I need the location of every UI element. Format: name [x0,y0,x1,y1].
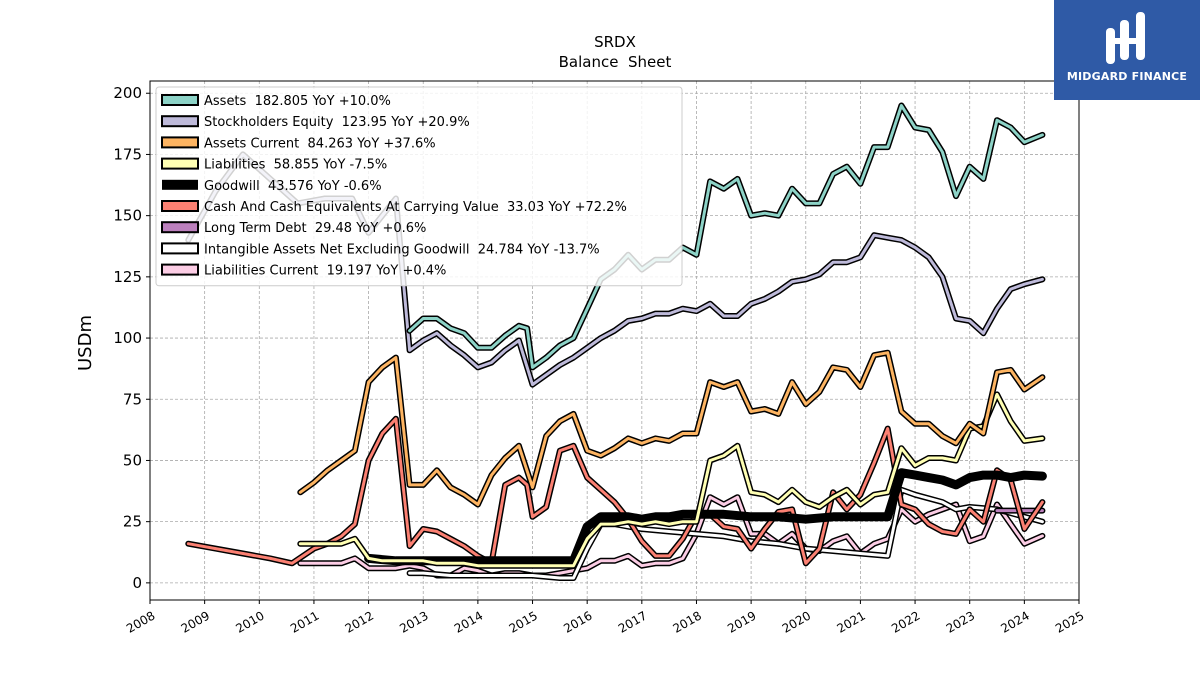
legend-item-7: Intangible Assets Net Excluding Goodwill… [161,242,600,257]
legend-item-3: Liabilities 58.855 YoY -7.5% [161,157,387,173]
series-layer [185,102,1047,581]
series-3 [297,391,1046,569]
series-line-2 [298,351,1044,506]
legend-swatch-0 [161,94,199,106]
legend-label-8: Liabilities Current 19.197 YoY +0.4% [204,264,446,279]
legend-label-6: Long Term Debt 29.48 YoY +0.6% [204,221,426,236]
chart-subtitle: Balance Sheet [559,53,672,71]
legend-label-4: Goodwill 43.576 YoY -0.6% [204,179,382,194]
series-line-4 [365,469,1046,564]
series-line-7 [408,488,1044,580]
y-tick-label-1: 25 [123,513,142,531]
x-tick-label-3: 2011 [288,608,321,635]
midgard-finance-logo: MIDGARD FINANCE [1054,0,1200,100]
plot-frame [149,80,1080,601]
legend-item-4: Goodwill 43.576 YoY -0.6% [162,179,382,194]
legend-swatch-6 [161,221,199,234]
legend: Assets 182.805 YoY +10.0% Stockholders Eq… [155,86,683,287]
legend-swatch-8 [161,263,199,276]
x-tick-label-2: 2010 [233,608,266,635]
x-tick-label-1: 2009 [179,608,212,635]
x-tick-label-11: 2019 [725,608,758,635]
legend-item-8: Liabilities Current 19.197 YoY +0.4% [161,263,446,279]
legend-swatch-1 [161,115,199,128]
x-tick-label-10: 2018 [671,608,704,635]
legend-item-2: Assets Current 84.263 YoY +37.6% [161,136,436,151]
logo-mark-icon [1106,12,1145,64]
x-axis-ticks: 2008 2009 2010 2011 2012 2013 2014 2015 2016 2017… [124,600,1087,636]
y-tick-label-0: 0 [132,574,142,592]
series-7 [406,486,1046,581]
y-tick-label-4: 100 [113,329,142,347]
x-tick-label-9: 2017 [616,608,649,635]
series-line-0 [408,104,1044,369]
x-tick-label-12: 2020 [780,608,813,635]
legend-swatch-4 [162,179,198,190]
legend-swatch-7 [161,242,199,255]
series-4 [364,468,1047,566]
x-tick-label-0: 2008 [124,608,157,635]
x-tick-label-4: 2012 [343,608,376,635]
legend-label-2: Assets Current 84.263 YoY +37.6% [204,136,436,151]
x-tick-label-17: 2025 [1053,608,1086,635]
legend-label-0: Assets 182.805 YoY +10.0% [204,94,391,109]
legend-label-1: Stockholders Equity 123.95 YoY +20.9% [204,115,470,130]
legend-item-0: Assets 182.805 YoY +10.0% [161,94,391,109]
y-tick-label-8: 200 [113,84,142,102]
legend-label-5: Cash And Cash Equivalents At Carrying Va… [204,200,627,215]
x-tick-label-16: 2024 [998,608,1031,635]
legend-box [155,86,683,287]
logo-text: MIDGARD FINANCE [1066,70,1188,83]
legend-label-3: Liabilities 58.855 YoY -7.5% [204,158,387,173]
series-line-5 [186,417,1044,565]
x-tick-label-15: 2023 [944,608,977,635]
series-line-1 [186,152,1044,387]
series-line-8 [298,495,1044,577]
x-tick-label-6: 2014 [452,608,485,635]
chart-title: SRDX [594,33,636,51]
y-tick-label-2: 50 [123,451,142,469]
x-tick-label-8: 2016 [561,608,594,635]
x-tick-label-14: 2022 [889,608,922,635]
legend-swatch-3 [161,157,199,170]
series-line-3 [298,392,1044,568]
legend-item-1: Stockholders Equity 123.95 YoY +20.9% [161,115,470,130]
legend-swatch-5 [161,200,199,212]
legend-label-7: Intangible Assets Net Excluding Goodwill… [204,242,600,257]
series-8 [297,494,1046,579]
y-tick-label-7: 175 [113,145,142,163]
x-tick-label-7: 2015 [507,608,540,635]
legend-item-5: Cash And Cash Equivalents At Carrying Va… [161,200,627,215]
series-0 [406,102,1046,371]
series-2 [297,349,1046,508]
series-1 [185,151,1046,388]
legend-item-6: Long Term Debt 29.48 YoY +0.6% [161,221,426,236]
y-axis-label: USDm [75,315,96,371]
y-axis-ticks: 0 25 50 75 100 125 150 175 200 [113,84,150,592]
series-5 [185,415,1046,567]
legend-swatch-2 [161,136,199,149]
x-tick-label-5: 2013 [397,608,430,635]
y-tick-label-3: 75 [123,390,142,408]
y-tick-label-5: 125 [113,268,142,286]
x-tick-label-13: 2021 [834,608,867,635]
y-tick-label-6: 150 [113,207,142,225]
